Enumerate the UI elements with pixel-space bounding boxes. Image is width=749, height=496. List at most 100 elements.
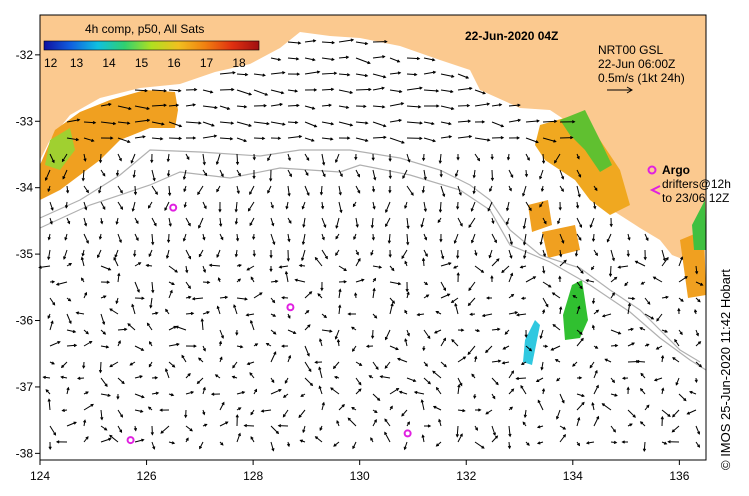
current-vector <box>216 249 221 258</box>
current-vector <box>525 137 539 143</box>
current-vector-head <box>321 401 325 406</box>
current-vector-head <box>104 383 108 388</box>
current-vector <box>576 217 582 228</box>
current-vector-head <box>288 220 292 224</box>
current-vector <box>576 417 580 427</box>
current-vector <box>321 169 326 177</box>
current-vector-head <box>667 440 671 444</box>
current-vector-head <box>406 333 410 337</box>
current-vector-head <box>330 122 335 126</box>
current-vector-head <box>350 38 355 42</box>
current-vector <box>168 361 175 368</box>
current-vector <box>249 372 255 379</box>
current-vector-head <box>204 172 208 177</box>
current-vector-head <box>431 121 435 126</box>
current-vector <box>457 409 465 412</box>
current-vector-head <box>368 375 372 379</box>
current-vector-head <box>520 384 524 389</box>
current-vector-head <box>168 223 172 227</box>
current-vector <box>576 281 583 289</box>
current-vector <box>236 137 247 142</box>
current-vector <box>610 329 621 335</box>
current-vector <box>253 89 268 96</box>
current-vector <box>406 377 416 382</box>
current-vector <box>235 249 238 257</box>
current-vector <box>219 402 225 411</box>
current-vector-head <box>554 359 559 363</box>
current-vector <box>695 361 702 368</box>
current-vector-head <box>504 331 508 335</box>
current-vector-head <box>109 434 113 438</box>
current-vector <box>236 297 247 300</box>
current-vector <box>247 361 255 365</box>
colorbar-tick-label: 16 <box>167 56 181 70</box>
current-vector-head <box>404 260 408 265</box>
current-vector <box>198 217 204 229</box>
current-vector-head <box>427 335 431 340</box>
current-vector-head <box>187 223 191 227</box>
current-vector-head <box>435 443 440 447</box>
current-vector <box>338 289 341 299</box>
sst-patch-south-2 <box>542 225 580 258</box>
current-vector-head <box>495 381 499 386</box>
current-vector-head <box>384 418 388 422</box>
current-vector <box>304 345 310 356</box>
current-vector-head <box>202 237 206 241</box>
current-vector-head <box>117 340 121 344</box>
current-vector-head <box>279 102 284 107</box>
current-vector <box>109 308 119 315</box>
current-vector <box>552 324 561 331</box>
current-vector-head <box>519 265 524 269</box>
current-vector <box>83 121 96 124</box>
current-vector <box>384 361 391 369</box>
current-vector-head <box>487 138 491 142</box>
current-vector-head <box>233 304 237 308</box>
colorbar-gradient <box>43 40 260 51</box>
current-vector <box>216 185 221 192</box>
current-vector-head <box>683 397 687 402</box>
current-vector <box>542 265 545 273</box>
current-vector-head <box>553 119 558 123</box>
current-vector-head <box>128 106 132 111</box>
current-vector-head <box>252 236 256 241</box>
current-vector <box>522 185 527 196</box>
current-vector-head <box>278 265 283 269</box>
current-vector-head <box>694 379 698 384</box>
current-vector-head <box>131 208 135 212</box>
argo-float[interactable] <box>169 203 178 212</box>
current-vector-head <box>500 136 505 140</box>
current-vector-head <box>219 356 223 360</box>
current-vector-head <box>110 136 114 140</box>
current-vector <box>439 153 442 163</box>
argo-float[interactable] <box>403 429 412 438</box>
argo-float[interactable] <box>126 436 135 445</box>
current-vector-head <box>218 340 223 345</box>
current-vector-head <box>535 140 539 144</box>
current-vector-head <box>55 282 60 286</box>
current-vector-head <box>508 433 512 438</box>
current-vector-head <box>420 399 424 403</box>
current-vector <box>607 233 612 242</box>
argo-float[interactable] <box>286 303 295 312</box>
current-vector-head <box>210 392 215 396</box>
current-vector <box>47 249 51 260</box>
current-vector-head <box>346 136 351 140</box>
current-vector <box>134 89 147 92</box>
current-vector-head <box>544 344 549 348</box>
argo-floats <box>126 203 412 445</box>
current-vector-head <box>490 275 494 279</box>
current-vector-head <box>237 432 241 437</box>
current-vector-head <box>124 327 128 332</box>
land-mass <box>40 15 706 262</box>
current-vector-head <box>144 88 148 93</box>
colorbar-tick-label: 18 <box>232 56 246 70</box>
current-vector-head <box>612 429 616 433</box>
current-vector <box>117 201 123 210</box>
current-vector <box>66 344 77 347</box>
current-vector <box>399 391 408 395</box>
current-vector <box>422 435 425 443</box>
current-vector-head <box>571 120 576 124</box>
current-vector-head <box>466 104 471 108</box>
current-vector-head <box>640 387 644 392</box>
